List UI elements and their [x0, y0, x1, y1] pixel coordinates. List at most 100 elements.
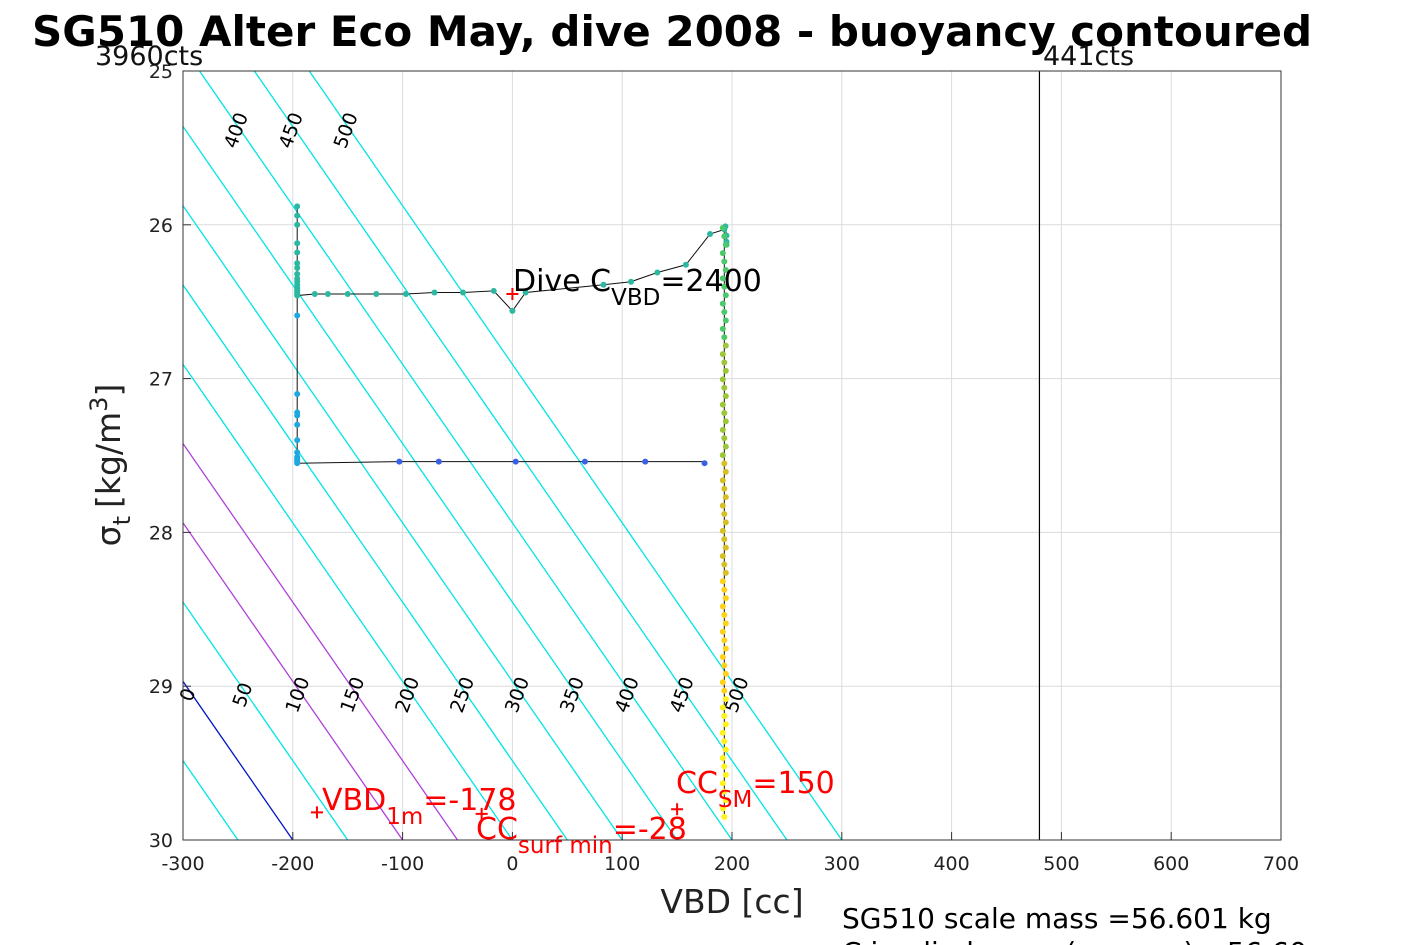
point-right-70	[721, 813, 728, 820]
svg-text:σt[kg/m3]: σt [kg/m3]	[85, 384, 136, 547]
point-bottom-5	[701, 460, 708, 467]
point-right-2	[722, 241, 729, 248]
point-right-35	[722, 519, 729, 526]
point-right-14	[722, 342, 729, 349]
point-bottom-0	[396, 458, 403, 465]
point-top-19	[344, 291, 351, 298]
point-right-50	[722, 645, 729, 652]
point-top-26	[522, 289, 529, 296]
point-bottom-3	[581, 458, 588, 465]
point-top-5	[294, 260, 301, 267]
point-right-55	[721, 687, 728, 694]
point-top-17	[311, 291, 318, 298]
point-bottom-2	[512, 458, 519, 465]
point-right-1	[721, 233, 728, 240]
point-right-37	[721, 536, 728, 543]
contour-500	[308, 71, 843, 840]
point-right-38	[722, 544, 729, 551]
y-tick-label-3: 28	[149, 522, 173, 544]
point-right-28	[721, 460, 728, 467]
point-right-5	[722, 266, 729, 273]
contour-450	[253, 71, 788, 840]
point-right-51	[719, 654, 726, 661]
point-left-5	[294, 437, 301, 444]
annotation-cc-surf-min: CCsurf min=-28	[476, 812, 687, 859]
point-right-31	[721, 485, 728, 492]
point-right-30	[719, 477, 726, 484]
point-left-0	[294, 312, 301, 319]
contour-150	[183, 442, 459, 840]
y-label-unit: [kg/m	[89, 412, 128, 508]
point-right-65	[722, 771, 729, 778]
point-right-11	[722, 317, 729, 324]
footer-line-2: C implied mass (sensors) =56.60	[842, 936, 1307, 945]
point-right-44	[722, 595, 729, 602]
x-tick-label-7: 400	[933, 853, 969, 875]
point-right-34	[721, 510, 728, 517]
marker-vbd-1m	[310, 806, 323, 819]
x-tick-label-2: -100	[381, 853, 424, 875]
buoyancy-contours	[0, 71, 843, 840]
point-right-42	[719, 578, 726, 585]
point-right-53	[722, 670, 729, 677]
x-tick-label-4: 100	[604, 853, 640, 875]
point-right-9	[719, 300, 726, 307]
point-right-62	[722, 746, 729, 753]
point-left-3	[294, 412, 301, 419]
contour--250	[0, 71, 18, 840]
marker-cc-surf	[475, 807, 488, 820]
x-tick-label-10: 700	[1263, 853, 1299, 875]
point-left-4	[294, 421, 301, 428]
point-right-39	[719, 553, 726, 560]
annotations: Dive CVBD=2400 VBD1m=-178 CCsurf min=-28…	[322, 264, 835, 859]
point-right-17	[722, 367, 729, 374]
point-top-21	[402, 291, 409, 298]
point-top-20	[373, 291, 380, 298]
point-right-24	[719, 426, 726, 433]
y-label-sup: 3	[85, 397, 113, 412]
grid-lines	[183, 71, 1281, 840]
contour-400	[198, 71, 733, 840]
point-top-6	[294, 264, 301, 271]
contour-0	[183, 680, 294, 840]
point-right-61	[721, 738, 728, 745]
point-top-1	[294, 212, 301, 219]
corner-right-label: 441cts	[1043, 41, 1134, 72]
point-right-32	[722, 494, 729, 501]
x-tick-label-6: 300	[824, 853, 860, 875]
point-top-2	[294, 221, 301, 228]
point-right-10	[721, 309, 728, 316]
point-right-20	[722, 393, 729, 400]
point-right-4	[721, 258, 728, 265]
point-right-43	[721, 586, 728, 593]
point-right-33	[719, 502, 726, 509]
contour-50	[183, 601, 349, 840]
point-top-4	[294, 249, 301, 256]
y-axis-label: σt [kg/m3]	[85, 384, 136, 547]
annotation-markers	[310, 288, 684, 820]
annotation-vbd-1m: VBD1m=-178	[322, 783, 517, 830]
point-right-40	[721, 561, 728, 568]
y-label-sub: t	[108, 516, 136, 525]
y-tick-label-0: 25	[149, 61, 173, 83]
point-right-27	[719, 452, 726, 459]
x-tick-label-9: 600	[1153, 853, 1189, 875]
point-left-11	[294, 460, 301, 467]
point-top-28	[627, 278, 634, 285]
point-right-56	[722, 696, 729, 703]
point-right-46	[721, 611, 728, 618]
point-top-7	[294, 271, 301, 278]
point-right-13	[721, 334, 728, 341]
point-right-69	[719, 805, 726, 812]
point-right-68	[722, 797, 729, 804]
point-right-15	[719, 351, 726, 358]
x-tick-label-1: -200	[271, 853, 314, 875]
point-top-27	[600, 281, 607, 288]
point-right-49	[721, 637, 728, 644]
point-right-66	[719, 780, 726, 787]
point-right-0	[719, 224, 726, 231]
point-right-57	[719, 704, 726, 711]
y-tick-label-5: 30	[149, 830, 173, 852]
point-top-24	[490, 287, 497, 294]
